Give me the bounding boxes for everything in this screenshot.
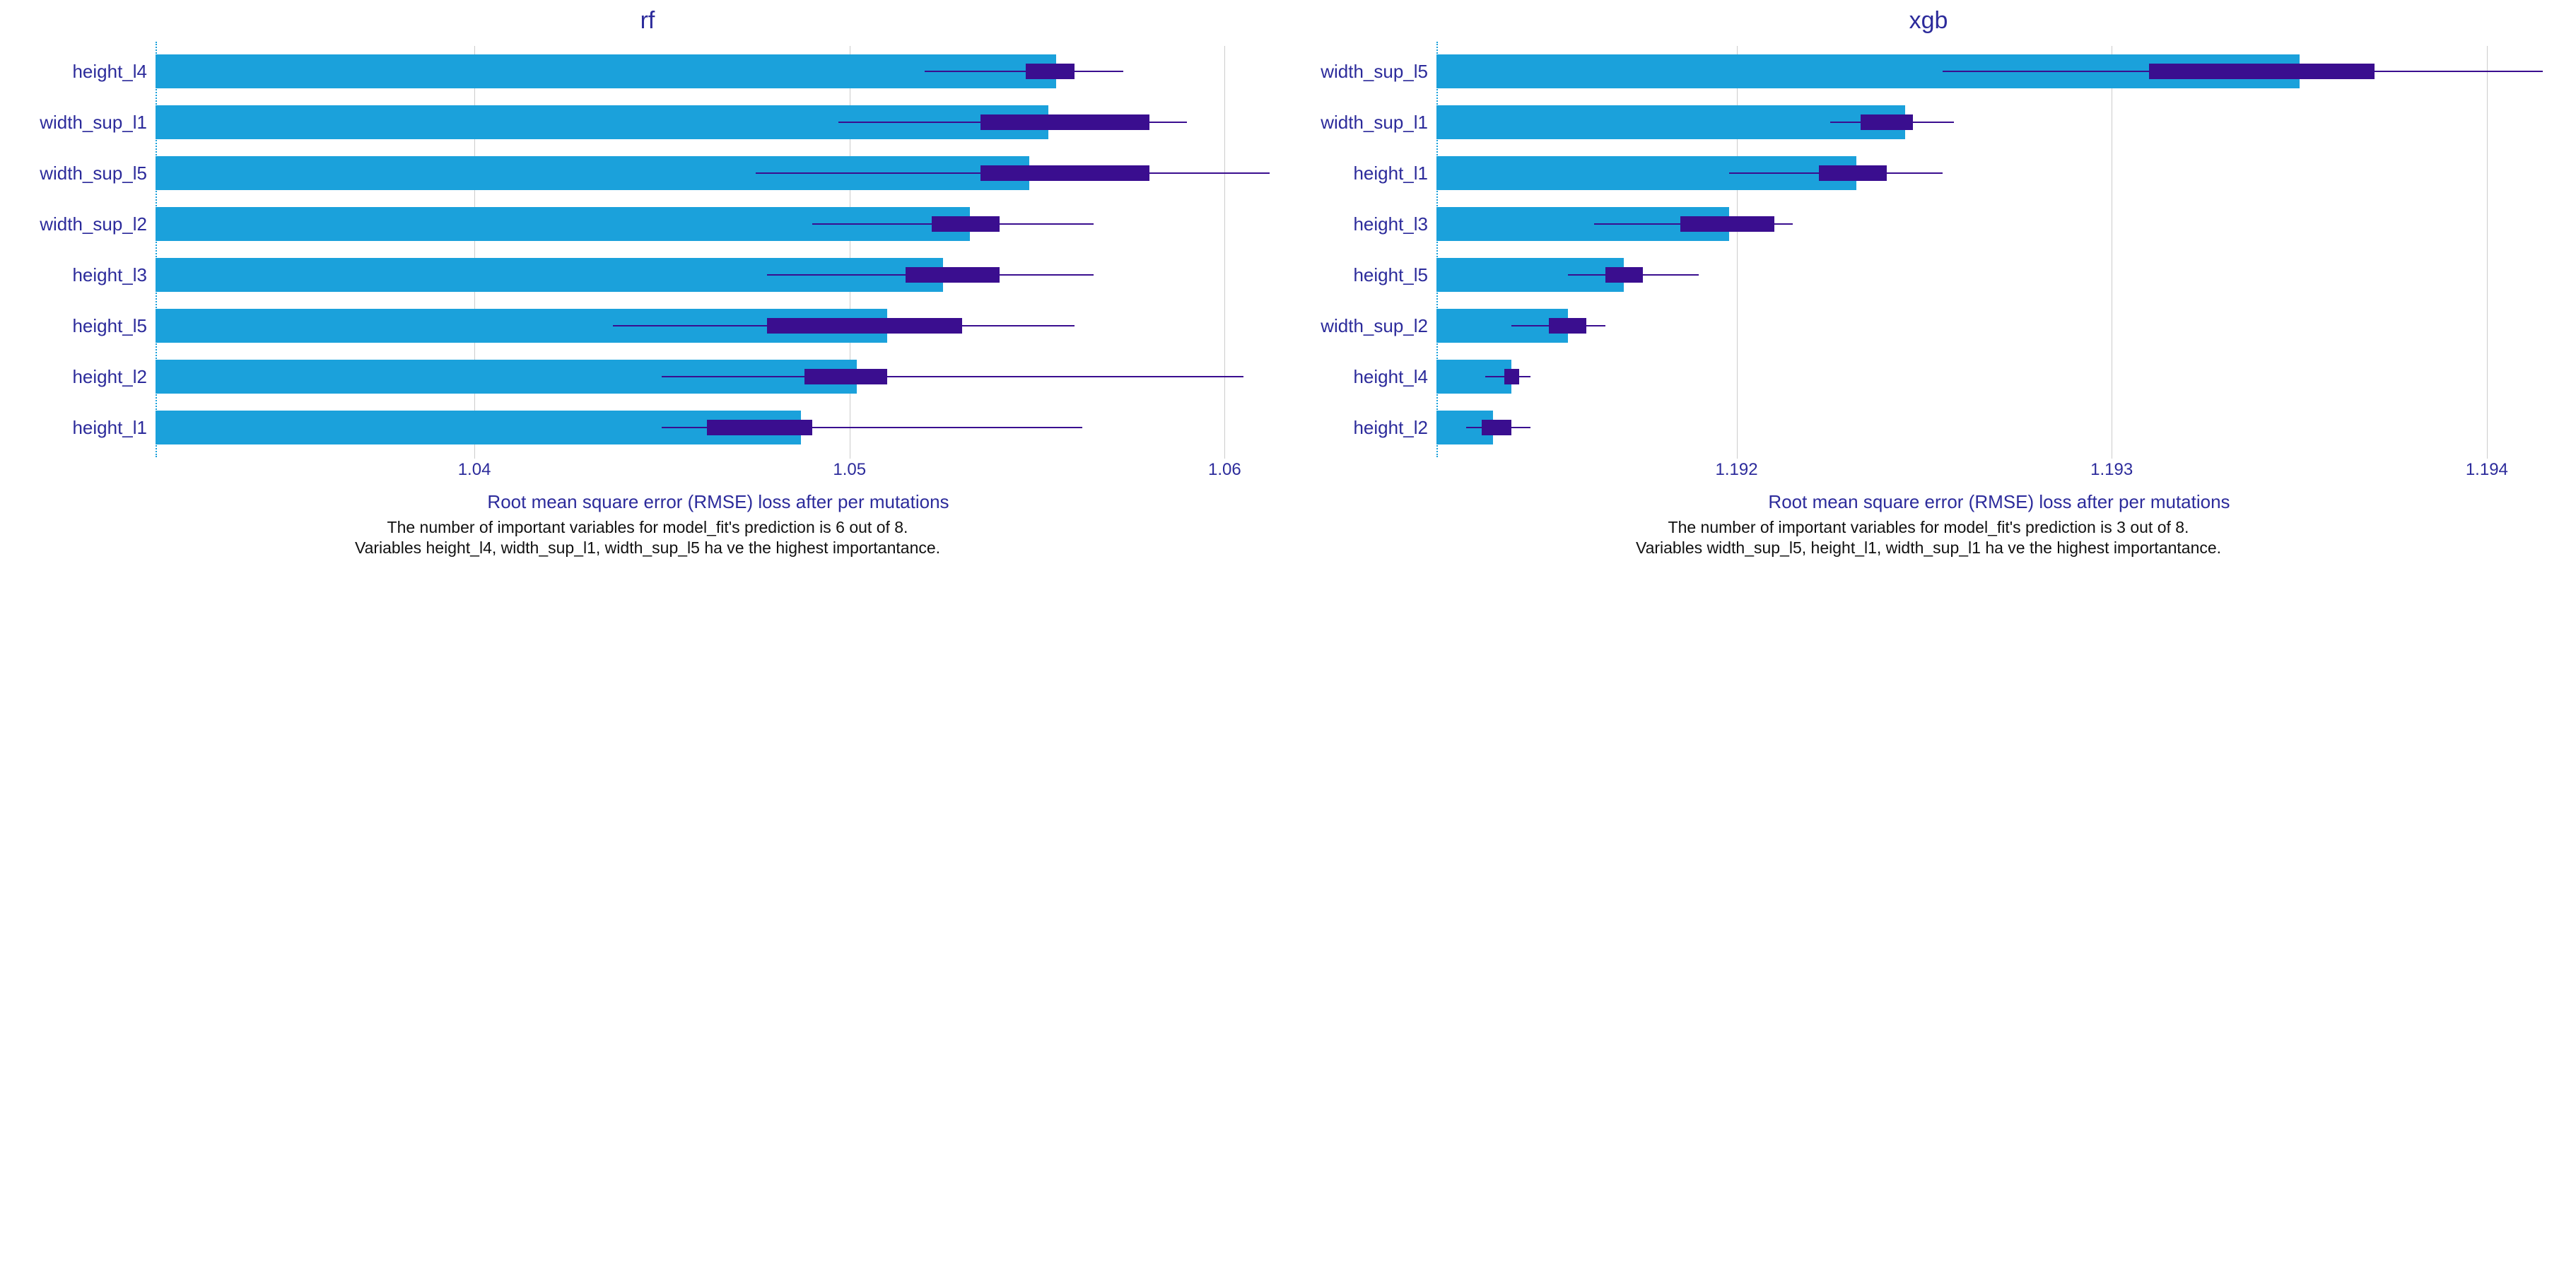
x-tick-label: 1.05 [833,460,866,480]
y-label: width_sup_l2 [1295,300,1428,351]
box [1026,64,1075,79]
bar-row [156,300,1281,351]
bar-row [156,402,1281,453]
box [980,165,1149,181]
box [906,267,1000,283]
box [932,216,1000,232]
y-label: height_l2 [1295,402,1428,453]
panel-rf: rf height_l4 width_sup_l1 width_sup_l5 w… [14,7,1281,558]
bar-row [156,351,1281,402]
x-axis-label: Root mean square error (RMSE) loss after… [156,491,1281,513]
x-axis: 1.192 1.193 1.194 [1436,453,2562,488]
y-label: width_sup_l5 [14,148,147,199]
y-label: height_l5 [14,300,147,351]
bar-row [156,46,1281,97]
bar-row [156,148,1281,199]
caption-line: The number of important variables for mo… [387,518,908,536]
panel-caption: The number of important variables for mo… [14,517,1281,558]
box [1504,369,1519,384]
bar-row [1436,46,2562,97]
caption-line: Variables width_sup_l5, height_l1, width… [1636,538,2221,557]
y-label: height_l4 [14,46,147,97]
x-tick-label: 1.193 [2090,460,2133,480]
bar-row [1436,249,2562,300]
y-axis-labels: width_sup_l5 width_sup_l1 height_l1 heig… [1295,46,1436,453]
plot-area [156,46,1281,453]
y-label: width_sup_l5 [1295,46,1428,97]
box [707,420,812,435]
y-label: height_l1 [1295,148,1428,199]
x-axis: 1.04 1.05 1.06 [156,453,1281,488]
y-label: width_sup_l1 [14,97,147,148]
box [1605,267,1643,283]
x-tick-label: 1.194 [2466,460,2508,480]
y-label: height_l1 [14,402,147,453]
bar-row [1436,402,2562,453]
caption-line: Variables height_l4, width_sup_l1, width… [355,538,940,557]
bar-row [1436,300,2562,351]
box [1861,114,1913,130]
plot-container: width_sup_l5 width_sup_l1 height_l1 heig… [1295,46,2562,453]
y-label: height_l5 [1295,249,1428,300]
bar-row [156,97,1281,148]
bar-row [1436,199,2562,249]
box [1819,165,1887,181]
x-tick-label: 1.04 [458,460,491,480]
y-axis-labels: height_l4 width_sup_l1 width_sup_l5 widt… [14,46,156,453]
box [1482,420,1511,435]
plot-container: height_l4 width_sup_l1 width_sup_l5 widt… [14,46,1281,453]
box [804,369,887,384]
box [980,114,1149,130]
whisker [662,376,1243,377]
x-axis-label: Root mean square error (RMSE) loss after… [1436,491,2562,513]
x-tick-label: 1.06 [1208,460,1241,480]
y-label: height_l3 [14,249,147,300]
y-label: width_sup_l1 [1295,97,1428,148]
bar-row [1436,97,2562,148]
x-tick-label: 1.192 [1716,460,1758,480]
panel-title: xgb [1295,7,2562,35]
box [767,318,962,334]
chart-grid: rf height_l4 width_sup_l1 width_sup_l5 w… [0,0,2576,565]
bar-row [1436,148,2562,199]
bar-row [156,249,1281,300]
y-label: height_l2 [14,351,147,402]
panel-title: rf [14,7,1281,35]
caption-line: The number of important variables for mo… [1668,518,2189,536]
box [1680,216,1774,232]
box [1549,318,1586,334]
y-label: height_l4 [1295,351,1428,402]
panel-caption: The number of important variables for mo… [1295,517,2562,558]
whisker [925,71,1123,72]
bar-row [156,199,1281,249]
y-label: height_l3 [1295,199,1428,249]
plot-area [1436,46,2562,453]
box [2149,64,2374,79]
bar [156,54,1056,88]
panel-xgb: xgb width_sup_l5 width_sup_l1 height_l1 … [1295,7,2562,558]
bar-row [1436,351,2562,402]
y-label: width_sup_l2 [14,199,147,249]
